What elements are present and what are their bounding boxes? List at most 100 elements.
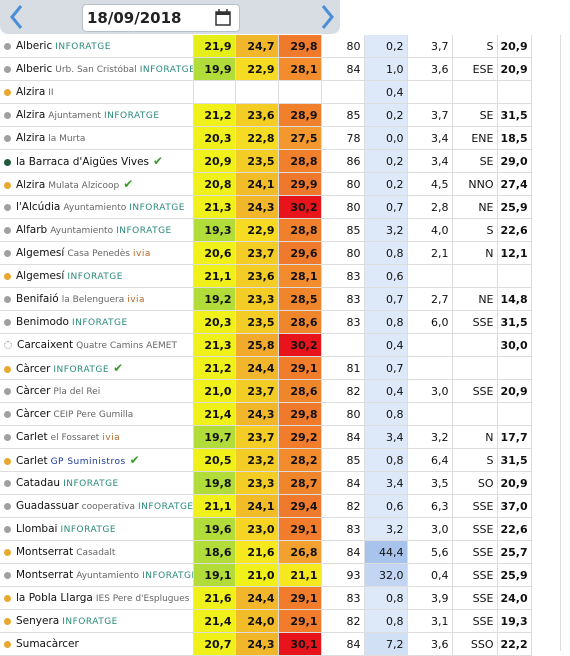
station-row[interactable]: Alzira Mulata Alzicoop ✔ 20,8 24,1 29,9 80 0,2 4… bbox=[0, 172, 532, 196]
max-temp: 26,8 bbox=[278, 540, 322, 564]
wind-speed: 3,1 bbox=[407, 609, 453, 633]
humidity: 85 bbox=[321, 448, 365, 472]
station-row[interactable]: Carlet GP Suministros ✔ 20,5 23,2 28,2 85 0,8 6,… bbox=[0, 448, 532, 472]
station-row[interactable]: Benimodo INFORATGE 20,3 23,5 28,6 83 0,8 6,0 SSE… bbox=[0, 310, 532, 334]
station-sub: Mulata Alzicoop bbox=[48, 181, 120, 191]
wind-dir bbox=[452, 356, 498, 380]
min-temp: 21,2 bbox=[193, 356, 236, 380]
station-name: Guadassuar bbox=[16, 500, 79, 512]
station-row[interactable]: Carlet el Fossaret ivia 19,7 23,7 29,2 84 3,4 3,… bbox=[0, 425, 532, 449]
status-dot bbox=[4, 479, 11, 487]
humidity: 84 bbox=[321, 471, 365, 495]
station-row[interactable]: Càrcer CEIP Pere Gumilla 21,4 24,3 29,8 80 0,8 bbox=[0, 402, 532, 426]
rain: 0,8 bbox=[364, 586, 408, 610]
station-row[interactable]: Montserrat Ayuntamiento INFORATGE 19,1 21,0 2… bbox=[0, 563, 532, 587]
station-row[interactable]: l'Alcúdia Ayuntamiento INFORATGE 21,3 24,3 30… bbox=[0, 195, 532, 219]
station-row[interactable]: Alzira II 0,4 bbox=[0, 80, 532, 104]
prev-day[interactable] bbox=[8, 4, 24, 30]
max-temp: 27,5 bbox=[278, 126, 322, 150]
gust: 25,9 bbox=[497, 195, 532, 219]
wind-speed: 4,0 bbox=[407, 218, 453, 242]
date-picker[interactable]: 18/09/2018 bbox=[82, 4, 240, 32]
wind-dir bbox=[452, 80, 498, 104]
station-row[interactable]: Catadau INFORATGE 19,8 23,3 28,7 84 3,4 3,5 SO 20… bbox=[0, 471, 532, 495]
station-row[interactable]: Montserrat Casadalt 18,6 21,6 26,8 84 44,4 5,6 S… bbox=[0, 540, 532, 564]
station-cell: Càrcer CEIP Pere Gumilla bbox=[0, 402, 194, 426]
station-cell: Montserrat Casadalt bbox=[0, 540, 194, 564]
station-name: Montserrat bbox=[16, 546, 74, 558]
station-row[interactable]: la Barraca d'Aigües Vives ✔ 20,9 23,5 28,8 86… bbox=[0, 149, 532, 173]
station-row[interactable]: Llombai INFORATGE 19,6 23,0 29,1 83 3,2 3,0 SSE 2… bbox=[0, 517, 532, 541]
gust: 20,9 bbox=[497, 35, 532, 58]
avg-temp: 24,3 bbox=[235, 195, 279, 219]
station-name: Càrcer bbox=[16, 363, 51, 375]
station-row[interactable]: Alberic Urb. San Cristóbal INFORATGE 19,9 22… bbox=[0, 57, 532, 81]
wind-dir: SSE bbox=[452, 494, 498, 518]
wind-speed bbox=[407, 402, 453, 426]
gust: 25,7 bbox=[497, 540, 532, 564]
station-name: Alzira bbox=[16, 179, 46, 191]
station-row[interactable]: Algemesí INFORATGE 21,1 23,6 28,1 83 0,6 bbox=[0, 264, 532, 288]
rain: 32,0 bbox=[364, 563, 408, 587]
gust: 20,9 bbox=[497, 57, 532, 81]
min-temp: 19,7 bbox=[193, 425, 236, 449]
station-row[interactable]: Càrcer INFORATGE ✔ 21,2 24,4 29,1 81 0,7 bbox=[0, 356, 532, 380]
max-temp: 29,8 bbox=[278, 402, 322, 426]
network-brand: INFORATGE bbox=[137, 502, 193, 512]
gust bbox=[497, 264, 532, 288]
station-row[interactable]: Alzira Ajuntament INFORATGE 21,2 23,6 28,9 85 0… bbox=[0, 103, 532, 127]
humidity: 80 bbox=[321, 195, 365, 219]
station-cell: Montserrat Ayuntamiento INFORATGE bbox=[0, 563, 194, 587]
station-row[interactable]: Alfarb Ayuntamiento INFORATGE 19,3 22,9 28,8 8… bbox=[0, 218, 532, 242]
humidity: 83 bbox=[321, 287, 365, 311]
min-temp: 21,1 bbox=[193, 264, 236, 288]
wind-dir: S bbox=[452, 218, 498, 242]
wind-dir: SSE bbox=[452, 517, 498, 541]
station-cell: Càrcer INFORATGE ✔ bbox=[0, 356, 194, 380]
station-name: Catadau bbox=[16, 477, 61, 489]
status-dot bbox=[4, 88, 11, 96]
min-temp: 21,4 bbox=[193, 402, 236, 426]
station-row[interactable]: Sumacàrcer 20,7 24,3 30,1 84 7,2 3,6 SSO 22,2 bbox=[0, 632, 532, 656]
humidity: 84 bbox=[321, 425, 365, 449]
wind-dir: SSE bbox=[452, 540, 498, 564]
station-row[interactable]: Alberic INFORATGE 21,9 24,7 29,8 80 0,2 3,7 S 20,… bbox=[0, 35, 532, 58]
max-temp: 29,1 bbox=[278, 356, 322, 380]
wind-speed: 3,7 bbox=[407, 103, 453, 127]
station-row[interactable]: Algemesí Casa Penedès ivia 20,6 23,7 29,6 80 0,… bbox=[0, 241, 532, 265]
station-row[interactable]: Guadassuar cooperativa INFORATGE 21,1 24,1 29… bbox=[0, 494, 532, 518]
rain: 7,2 bbox=[364, 632, 408, 656]
avg-temp: 21,0 bbox=[235, 563, 279, 587]
gust: 17,7 bbox=[497, 425, 532, 449]
station-row[interactable]: Benifaió la Belenguera ivia 19,2 23,3 28,5 83 0… bbox=[0, 287, 532, 311]
station-name: Llombai bbox=[16, 523, 58, 535]
network-brand: INFORATGE bbox=[139, 65, 193, 75]
status-dot bbox=[4, 158, 11, 166]
calendar-icon[interactable] bbox=[215, 9, 231, 26]
station-row[interactable]: Carcaixent Quatre Camins AEMET 21,3 25,8 30,… bbox=[0, 333, 532, 357]
humidity bbox=[321, 333, 365, 357]
station-row[interactable]: la Pobla Llarga IES Pere d'Esplugues 21,6 2… bbox=[0, 586, 532, 610]
min-temp: 21,2 bbox=[193, 103, 236, 127]
status-dot bbox=[4, 571, 11, 579]
station-name: l'Alcúdia bbox=[16, 201, 61, 213]
max-temp: 29,4 bbox=[278, 494, 322, 518]
station-row[interactable]: Càrcer Pla del Rei 21,0 23,7 28,6 82 0,4 3,0 SSE… bbox=[0, 379, 532, 403]
station-row[interactable]: Alzira la Murta 20,3 22,8 27,5 78 0,0 3,4 ENE 18,… bbox=[0, 126, 532, 150]
wind-speed: 3,9 bbox=[407, 586, 453, 610]
max-temp: 28,2 bbox=[278, 448, 322, 472]
station-row[interactable]: Senyera INFORATGE 21,4 24,0 29,1 82 0,8 3,1 SSE 1… bbox=[0, 609, 532, 633]
humidity: 85 bbox=[321, 218, 365, 242]
min-temp: 20,5 bbox=[193, 448, 236, 472]
verified-check: ✔ bbox=[129, 453, 140, 467]
humidity: 80 bbox=[321, 172, 365, 196]
gust: 31,5 bbox=[497, 103, 532, 127]
wind-dir: S bbox=[452, 35, 498, 58]
wind-speed: 3,7 bbox=[407, 35, 453, 58]
wind-speed: 3,4 bbox=[407, 149, 453, 173]
station-name: Benifaió bbox=[16, 293, 59, 305]
min-temp: 20,8 bbox=[193, 172, 236, 196]
wind-speed: 0,4 bbox=[407, 563, 453, 587]
rain: 1,0 bbox=[364, 57, 408, 81]
next-day[interactable] bbox=[320, 4, 336, 30]
